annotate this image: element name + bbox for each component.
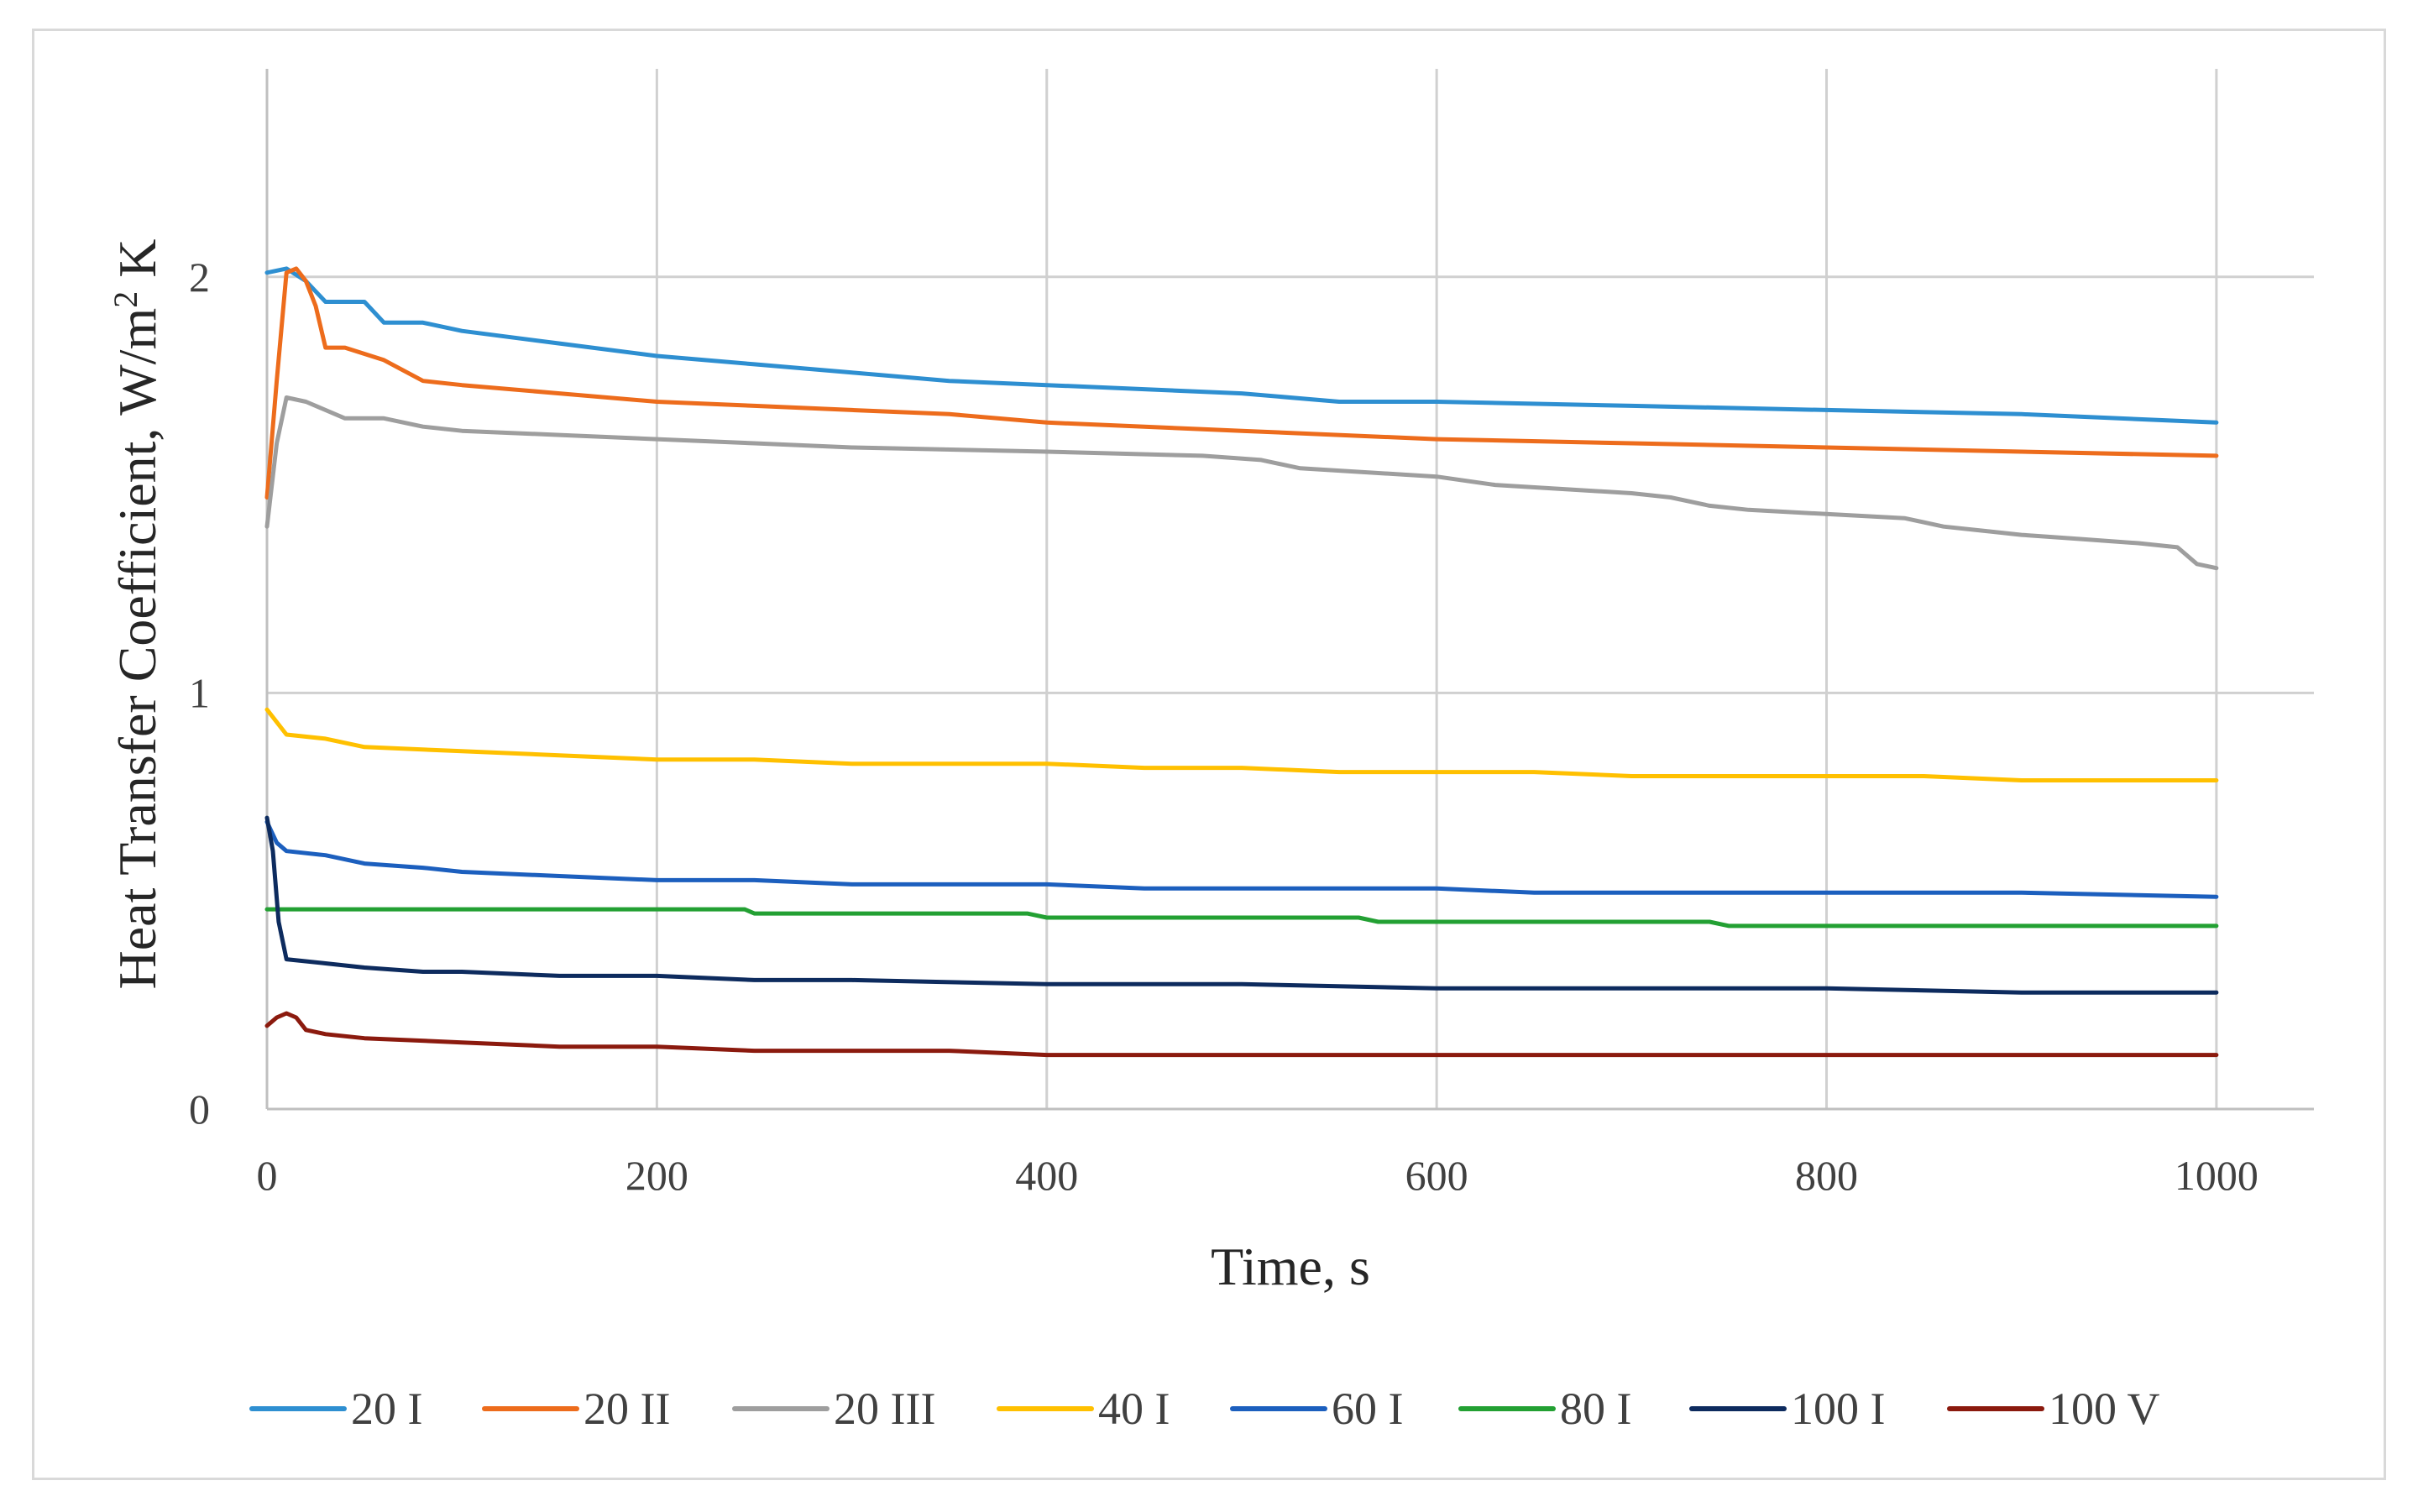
legend-label: 20 III [834, 1384, 935, 1434]
x-axis-title: Time, s [1211, 1237, 1370, 1296]
series-line-20-i [264, 266, 2219, 425]
legend-label: 40 I [1098, 1384, 1170, 1434]
series-line-20-ii [264, 266, 2219, 500]
x-tick-label: 200 [625, 1152, 688, 1199]
legend-label: 60 I [1332, 1384, 1403, 1434]
series-line-60-i [264, 819, 2219, 899]
y-axis-title-tail: K [107, 239, 167, 291]
legend-label: 20 II [584, 1384, 670, 1434]
x-tick-label: 400 [1015, 1152, 1078, 1199]
x-tick-label: 800 [1795, 1152, 1858, 1199]
legend-label: 80 I [1560, 1384, 1631, 1434]
axes [265, 69, 2314, 1111]
legend-label: 20 I [351, 1384, 422, 1434]
y-tick-label: 2 [189, 254, 210, 301]
legend-label: 100 I [1791, 1384, 1885, 1434]
x-tick-label: 1000 [2175, 1152, 2258, 1199]
series-line-80-i [264, 907, 2219, 929]
series-line-100-i [264, 815, 2219, 995]
y-tick-label: 1 [189, 669, 210, 716]
tick-labels: 0 200 400 600 800 1000 0 1 2 [189, 254, 2258, 1199]
x-tick-label: 0 [257, 1152, 278, 1199]
gridlines [267, 69, 2314, 1109]
series-line-20-iii [264, 395, 2219, 571]
series-line-40-i [264, 707, 2219, 782]
y-tick-label: 0 [189, 1086, 210, 1133]
y-axis-title: Heat Transfer Coefficient, W/m2 K [107, 239, 168, 990]
legend-label: 100 V [2049, 1384, 2160, 1434]
legend: 20 I 20 II 20 III 40 I 60 I 80 I 100 I 100 V [249, 1384, 2160, 1434]
chart-frame [32, 29, 2386, 1480]
y-axis-title-superscript: 2 [107, 291, 144, 308]
series-line-100-v [264, 1011, 2219, 1058]
series-layer [264, 266, 2219, 1058]
y-axis-title-main: Heat Transfer Coefficient, W/m [107, 308, 167, 990]
x-tick-label: 600 [1405, 1152, 1468, 1199]
